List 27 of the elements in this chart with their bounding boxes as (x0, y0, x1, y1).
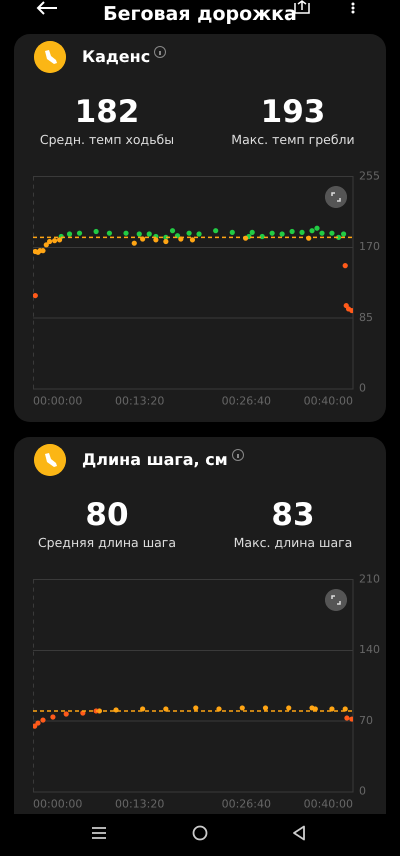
y-tick-label: 210 (359, 572, 380, 586)
y-tick-label: 0 (359, 382, 366, 395)
text: 193 (260, 94, 326, 130)
x-tick-label: 00:00:00 (33, 394, 82, 408)
x-tick-label: 00:13:20 (114, 797, 164, 810)
x-tick-label: 00:13:20 (114, 394, 164, 408)
y-tick-label: 170 (359, 240, 380, 254)
y-tick-label: 85 (359, 310, 373, 324)
x-tick-label: 00:40:00 (304, 394, 353, 408)
text: Макс. темп гребли (230, 132, 356, 147)
x-tick-label: 00:40:00 (304, 797, 353, 810)
text: Макс. длина шага (232, 535, 354, 550)
x-tick-label: 00:26:40 (222, 394, 272, 408)
chart-title: Каденс (82, 46, 152, 66)
text: 83 (270, 497, 316, 533)
y-tick-label: 70 (359, 714, 373, 727)
text: 182 (74, 94, 140, 130)
y-tick-label: 255 (359, 169, 380, 182)
text: Средн. темп ходьбы (38, 132, 176, 147)
x-tick-label: 00:00:00 (33, 797, 82, 810)
chart-title: Длина шага, см (82, 449, 229, 469)
text: Беговая дорожка (102, 3, 298, 25)
y-tick-label: 0 (359, 784, 366, 798)
x-tick-label: 00:26:40 (222, 797, 272, 810)
text: Средняя длина шага (36, 535, 178, 550)
text: 80 (84, 497, 130, 533)
y-tick-label: 140 (359, 643, 380, 656)
